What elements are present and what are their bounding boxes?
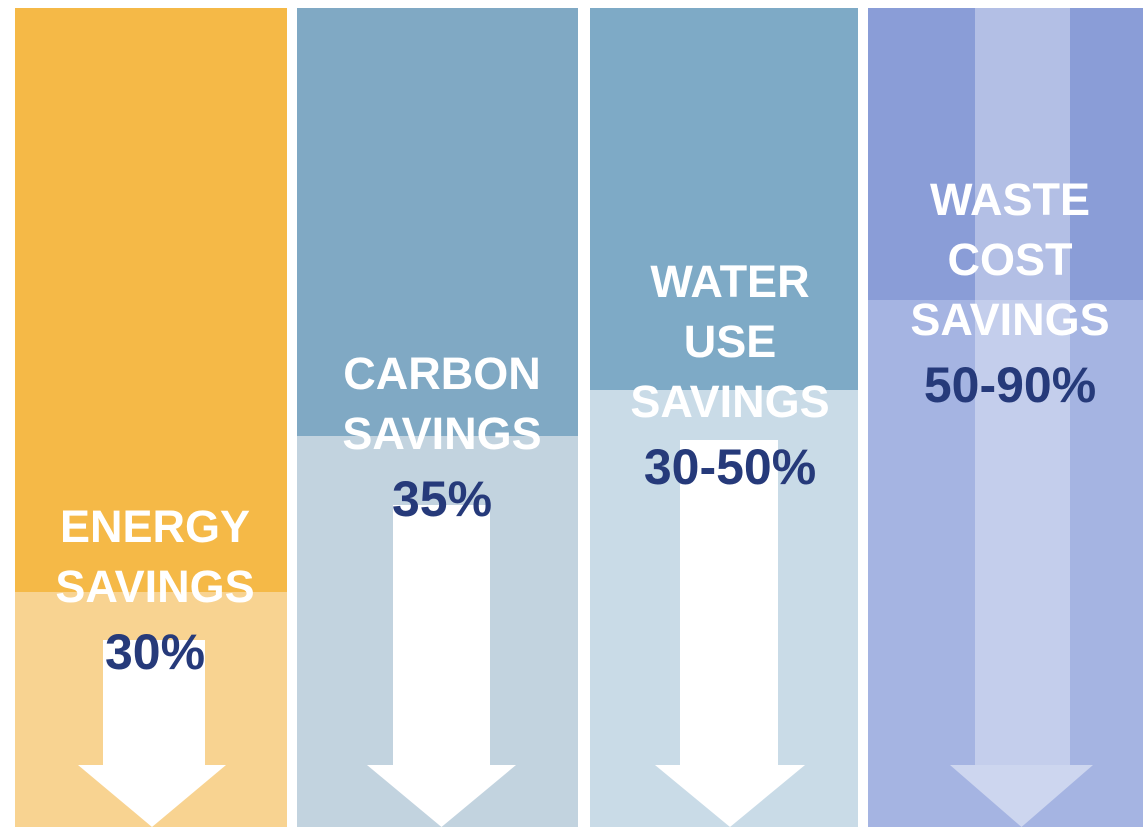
arrow-shaft [975,8,1070,765]
panel-title-line: SAVINGS [342,408,541,459]
panel-title-line: COST [947,234,1072,285]
arrow-shaft [393,505,490,765]
panel-title-line: SAVINGS [910,294,1109,345]
panel-top [15,8,287,592]
panel-title-line: WATER [650,256,809,307]
panel-bottom [868,300,1143,827]
panel-title-line: SAVINGS [55,561,254,612]
arrow-shaft [103,640,205,765]
panel-top [868,8,1143,300]
arrow-head [78,765,226,827]
arrow-shaft [680,440,778,765]
arrow-head [367,765,516,827]
panel-value: 30-50% [644,439,816,495]
arrow-head [950,765,1093,827]
panel-title-line: SAVINGS [630,376,829,427]
panel-title-line: ENERGY [60,501,250,552]
panel-top [590,8,858,390]
panel-value: 30% [105,624,205,680]
arrow-head [655,765,805,827]
panel-title-line: WASTE [930,174,1090,225]
panel-value: 50-90% [924,357,1096,413]
panel-value: 35% [392,471,492,527]
panel-top [297,8,578,436]
panel-title-line: CARBON [343,348,541,399]
panel-title-line: USE [684,316,777,367]
